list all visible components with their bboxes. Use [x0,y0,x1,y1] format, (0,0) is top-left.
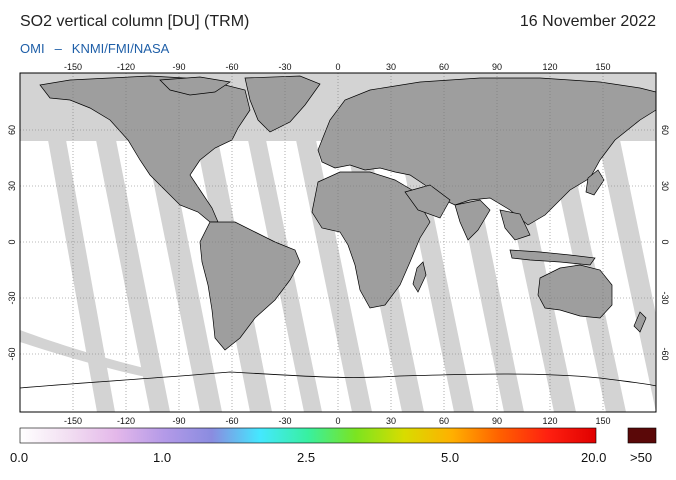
gap-stripe [145,140,222,412]
data-credit: OMI – KNMI/FMI/NASA [20,41,169,56]
south-america [199,221,301,351]
india [454,199,491,241]
lon-tick: -150 [64,62,82,72]
lat-tick: -30 [7,291,17,304]
map-area [20,73,656,412]
lat-tick: -60 [7,347,17,360]
land-no-data [39,75,656,351]
lon-tick: -120 [117,416,135,426]
madagascar [412,261,427,293]
lon-tick: 150 [595,62,610,72]
southeast-asia [499,209,531,241]
lon-tick: 150 [595,416,610,426]
gap-stripe [598,140,656,412]
lon-tick: 30 [386,416,396,426]
map-date: 16 November 2022 [519,13,656,30]
credit-agencies: KNMI/FMI/NASA [71,41,170,56]
map-title: SO2 vertical column [DU] (TRM) [20,13,250,30]
lat-tick: -60 [660,347,670,360]
lon-tick: -30 [278,416,291,426]
lat-tick: 30 [660,181,670,191]
lon-tick: 30 [386,62,396,72]
new-zealand [633,311,647,333]
lat-tick: 0 [660,239,670,244]
lon-tick: 120 [542,62,557,72]
gap-stripe [48,140,115,412]
gap-stripe [96,140,170,412]
lat-tick: 30 [7,181,17,191]
credit-omi: OMI [20,41,45,56]
credit-separator: – [54,41,62,56]
eurasia [317,77,656,226]
lon-tick: -90 [172,416,185,426]
lon-tick: 120 [542,416,557,426]
lon-tick: 0 [335,62,340,72]
lon-tick: -150 [64,416,82,426]
arctic-islands [159,76,231,96]
lat-ticks-left: 60 30 0 -30 -60 [7,125,17,361]
lon-ticks-top: -150 -120 -90 -60 -30 0 30 60 90 120 150 [64,62,611,72]
colorbar-label: 1.0 [153,450,172,465]
lon-tick: 0 [335,416,340,426]
lon-tick: 90 [492,62,502,72]
colorbar [19,427,597,444]
lat-tick: -30 [660,291,670,304]
lon-tick: 60 [439,62,449,72]
colorbar-label: 0.0 [10,450,29,465]
lon-tick: -90 [172,62,185,72]
lat-tick: 60 [660,125,670,135]
lon-tick: -120 [117,62,135,72]
greenland [244,75,321,133]
lon-tick: -60 [225,62,238,72]
colorbar-label: 2.5 [297,450,316,465]
lat-tick: 0 [7,239,17,244]
colorbar-overflow [627,427,657,444]
lon-tick: 90 [492,416,502,426]
australia [537,264,613,319]
lon-ticks-bottom: -150 -120 -90 -60 -30 0 30 60 90 120 150 [64,416,611,426]
lon-tick: 60 [439,416,449,426]
map-frame [19,72,657,413]
southwest-swath-edge [20,330,160,380]
lon-tick: -30 [278,62,291,72]
graticule [20,73,656,412]
antarctica-coast [20,371,656,389]
colorbar-label: 20.0 [581,450,607,465]
colorbar-label: 5.0 [441,450,460,465]
colorbar-label: >50 [630,450,653,465]
lat-ticks-right: 60 30 0 -30 -60 [660,125,670,361]
lon-tick: -60 [225,416,238,426]
lat-tick: 60 [7,125,17,135]
japan [585,169,605,196]
